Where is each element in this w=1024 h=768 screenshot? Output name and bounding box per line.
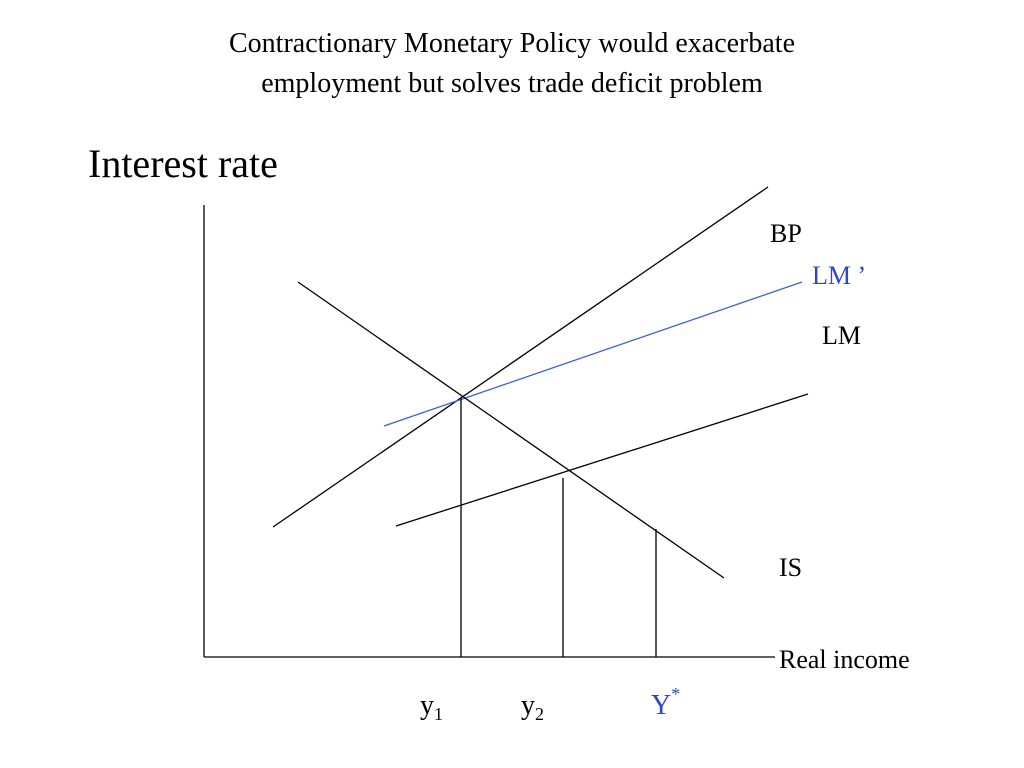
x-marker: y1: [420, 690, 443, 724]
curve-label: LM ’: [812, 261, 866, 290]
title-line: employment but solves trade deficit prob…: [261, 68, 763, 99]
x-axis-label: Real income: [779, 645, 910, 674]
is-curve: [297, 281, 725, 579]
curve-label: BP: [770, 219, 802, 248]
x-marker: Y*: [651, 684, 680, 721]
x-marker: y2: [521, 690, 544, 724]
lm-prime-curve: [383, 281, 803, 427]
y-axis-label: Interest rate: [88, 141, 278, 186]
title-line: Contractionary Monetary Policy would exa…: [229, 28, 795, 59]
marker-sub: 2: [535, 704, 544, 724]
curve-label: LM: [822, 321, 861, 350]
marker-base: y: [420, 690, 434, 721]
marker-base: Y: [651, 690, 671, 721]
marker-sup: *: [671, 684, 680, 704]
curve-label: IS: [779, 553, 802, 582]
bp-curve: [272, 186, 769, 528]
marker-base: y: [521, 690, 535, 721]
lm-curve: [395, 393, 809, 527]
marker-sub: 1: [434, 704, 443, 724]
